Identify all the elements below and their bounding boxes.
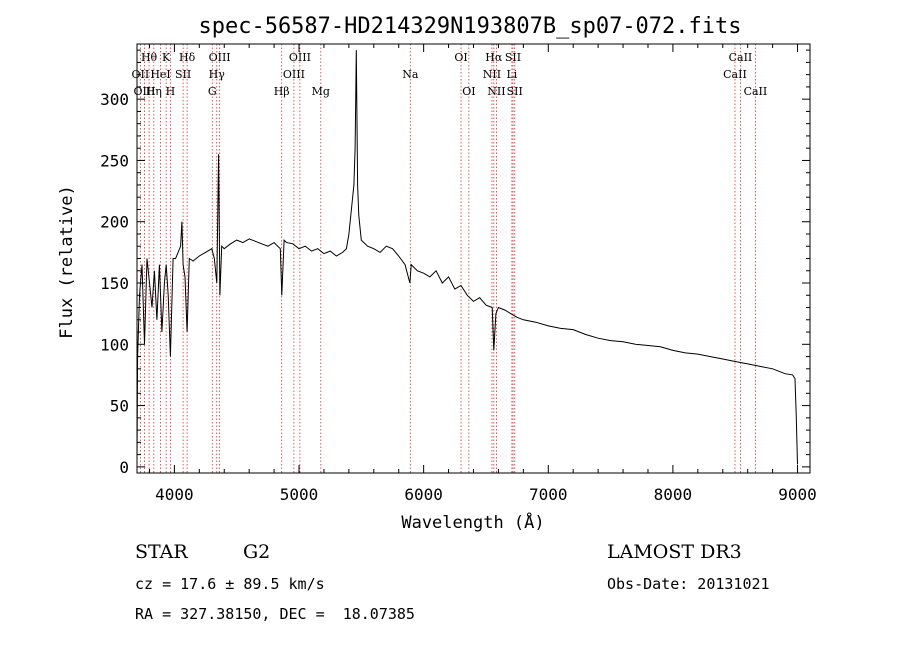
x-tick-label: 8000 (654, 485, 693, 504)
x-axis-label: Wavelength (Å) (401, 511, 544, 533)
object-subclass: G2 (243, 541, 270, 563)
line-label: SII (505, 51, 521, 64)
line-label: HeI (150, 68, 170, 81)
y-tick-label: 250 (100, 151, 129, 170)
coordinates: RA = 327.38150, DEC = 18.07385 (135, 605, 415, 623)
line-label: NII (483, 68, 501, 81)
y-tick-label: 200 (100, 213, 129, 232)
obs-date: Obs-Date: 20131021 (607, 575, 770, 593)
marker-lines (139, 44, 756, 473)
x-axis-ticks: 4000 5000 6000 7000 8000 9000 (148, 44, 817, 504)
y-tick-label: 50 (110, 397, 129, 416)
line-label: Hβ (274, 85, 290, 98)
line-label: OIII (283, 68, 305, 81)
line-label: OI (462, 85, 475, 98)
line-label: CaII (723, 68, 747, 81)
line-label: G (208, 85, 217, 98)
line-label: Li (506, 68, 517, 81)
line-label: OI (454, 51, 467, 64)
y-tick-label: 100 (100, 335, 129, 354)
x-tick-label: 6000 (404, 485, 443, 504)
spectrum-line (136, 50, 798, 465)
line-label: OIII (289, 51, 311, 64)
x-tick-label: 9000 (778, 485, 817, 504)
line-label: OIII (209, 51, 231, 64)
plot-frame (136, 43, 811, 474)
x-tick-label: 7000 (529, 485, 568, 504)
line-label: OIII (133, 85, 155, 98)
line-label: H (166, 85, 176, 98)
line-label: CaII (744, 85, 768, 98)
line-label: Mg (312, 85, 330, 98)
line-label: CaII (729, 51, 753, 64)
y-axis-label: Flux (relative) (57, 185, 77, 339)
line-label: Hη (146, 85, 162, 98)
redshift-readout: cz = 17.6 ± 89.5 km/s (135, 575, 325, 593)
chart-title: spec-56587-HD214329N193807B_sp07-072.fit… (198, 14, 741, 39)
line-label: Na (402, 68, 419, 81)
y-tick-label: 150 (100, 274, 129, 293)
y-tick-label: 300 (100, 90, 129, 109)
x-tick-label: 5000 (280, 485, 319, 504)
survey-name: LAMOST DR3 (607, 541, 742, 563)
line-label: Hα (485, 51, 503, 64)
line-label: Hθ (141, 51, 158, 64)
line-label: SII (507, 85, 523, 98)
line-label: Hγ (209, 68, 226, 81)
y-axis-ticks: 0 50 100 150 200 250 300 (100, 49, 810, 477)
line-label: Hδ (179, 51, 196, 64)
object-class: STAR (135, 541, 188, 563)
y-tick-label: 0 (119, 458, 129, 477)
series-group (136, 50, 798, 465)
line-label: NII (487, 85, 505, 98)
line-label: SII (175, 68, 191, 81)
x-tick-label: 4000 (155, 485, 194, 504)
line-label: K (162, 51, 171, 64)
